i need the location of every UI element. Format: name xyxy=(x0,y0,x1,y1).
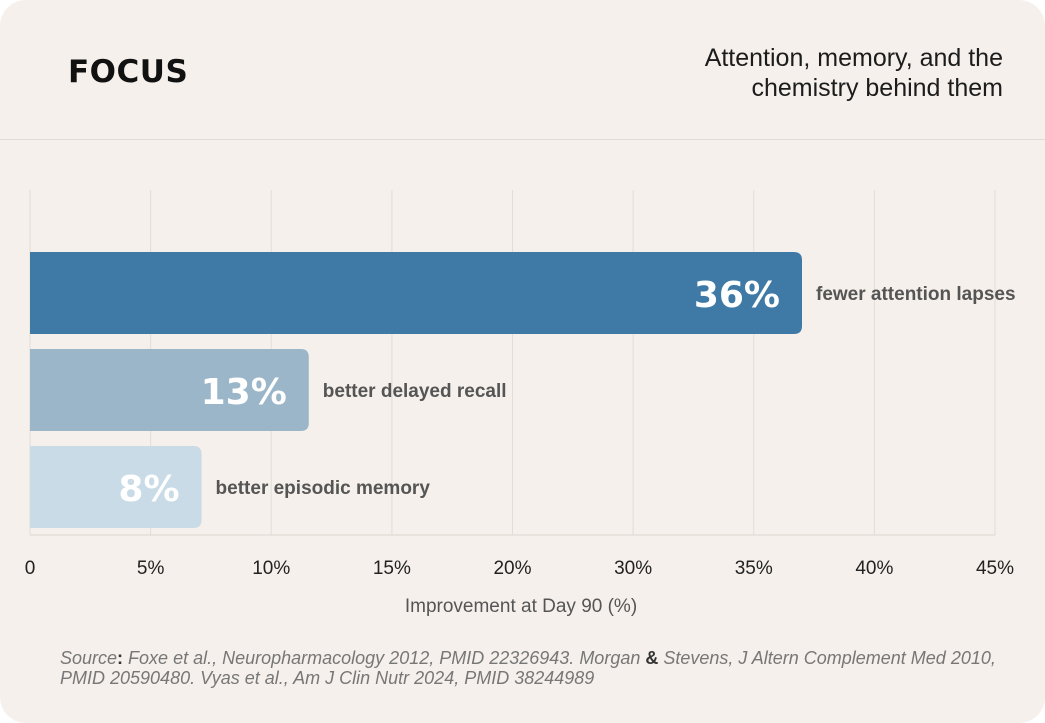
x-tick-label: 0 xyxy=(25,558,36,579)
bar xyxy=(30,349,309,431)
bar xyxy=(30,446,202,528)
x-tick-label: 10% xyxy=(252,558,290,579)
source-label: Source xyxy=(60,648,118,668)
x-tick-label: 35% xyxy=(735,558,773,579)
x-tick-label: 45% xyxy=(976,558,1014,579)
x-axis-title: Improvement at Day 90 (%) xyxy=(405,596,637,617)
x-tick-label: 30% xyxy=(614,558,652,579)
bar-category-label: better episodic memory xyxy=(216,478,431,499)
brand-title: FOCUS xyxy=(68,54,189,90)
x-tick-label: 5% xyxy=(137,558,165,579)
chart-subtitle: Attention, memory, and the chemistry beh… xyxy=(583,43,1003,103)
source-ampersand: & xyxy=(645,648,659,668)
card-header: FOCUS Attention, memory, and the chemist… xyxy=(0,0,1045,140)
subtitle-line-1: Attention, memory, and the xyxy=(704,44,1003,72)
x-tick-label: 40% xyxy=(855,558,893,579)
bar xyxy=(30,252,802,334)
bar-value-label: 36% xyxy=(694,275,780,316)
source-colon: : xyxy=(117,648,124,668)
bar-category-label: better delayed recall xyxy=(323,381,507,402)
bar-chart: 36% fewer attention lapses 13% better delay… xyxy=(25,190,1016,617)
bar-value-label: 8% xyxy=(118,469,179,510)
x-tick-label: 15% xyxy=(373,558,411,579)
subtitle-line-2: chemistry behind them xyxy=(751,74,1003,102)
x-tick-label: 20% xyxy=(493,558,531,579)
source-text-1: Foxe et al., Neuropharmacology 2012, PMI… xyxy=(123,648,646,668)
source-footnote: Source: Foxe et al., Neuropharmacology 2… xyxy=(60,648,1020,688)
source-text-2: Stevens, J Altern Complement Med 2010, P… xyxy=(60,648,996,688)
bar-category-label: fewer attention lapses xyxy=(816,284,1016,305)
bar-value-label: 13% xyxy=(201,372,287,413)
